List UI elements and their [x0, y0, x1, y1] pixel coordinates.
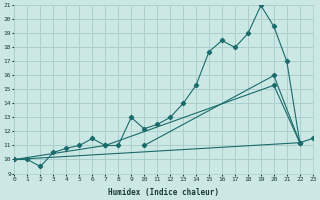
X-axis label: Humidex (Indice chaleur): Humidex (Indice chaleur) — [108, 188, 219, 197]
